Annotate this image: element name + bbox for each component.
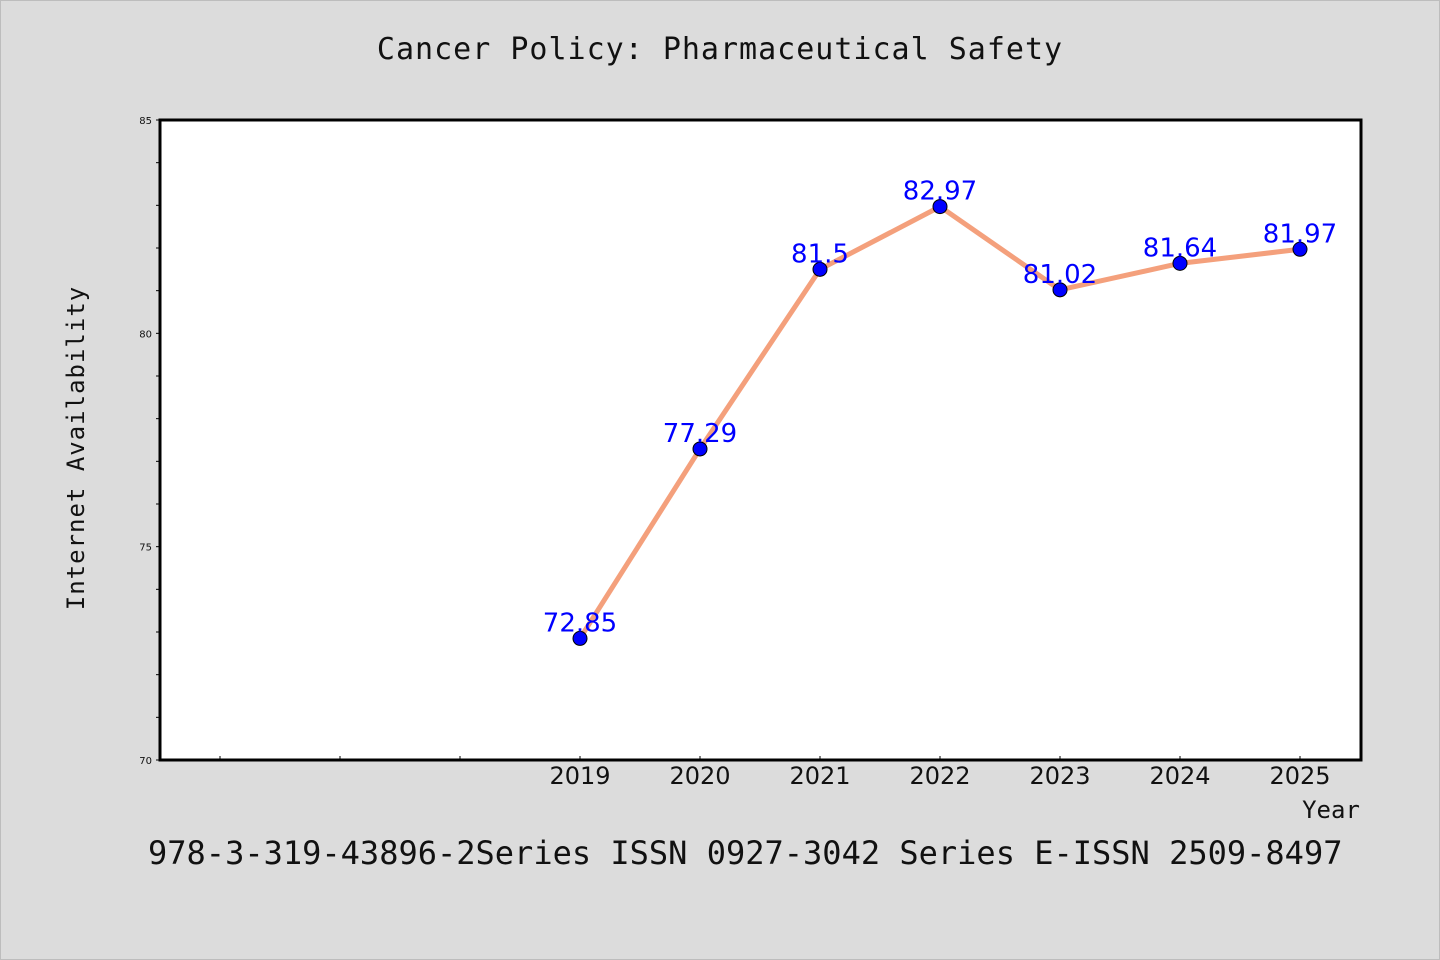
data-point <box>1052 282 1068 298</box>
data-label: 81.5 <box>791 239 849 269</box>
x-tick-label: 2022 <box>909 762 970 790</box>
chart-title: Cancer Policy: Pharmaceutical Safety <box>376 32 1064 67</box>
data-point <box>932 199 948 215</box>
y-axis: 70 75 80 85 <box>139 116 160 767</box>
x-tick-label: 2023 <box>1029 762 1090 790</box>
x-axis: 2019 2020 2021 2022 2023 2024 2025 <box>219 756 1331 790</box>
x-tick-label: 2024 <box>1149 762 1210 790</box>
y-tick-label: 85 <box>139 116 152 127</box>
x-tick-label: 2020 <box>669 762 730 790</box>
x-axis-label: Year <box>1302 796 1360 824</box>
data-points <box>572 199 1308 646</box>
x-tick-label: 2019 <box>549 762 610 790</box>
data-point <box>812 261 828 277</box>
data-label: 72.85 <box>543 608 617 638</box>
data-label: 81.02 <box>1023 260 1097 290</box>
x-tick-label: 2021 <box>789 762 850 790</box>
data-point <box>572 630 588 646</box>
data-label: 82.97 <box>903 177 977 207</box>
data-point <box>1292 241 1308 257</box>
data-labels: 72.85 77.29 81.5 82.97 81.02 81.64 81.97 <box>543 177 1337 639</box>
data-point <box>1172 255 1188 271</box>
plot-area <box>158 118 1363 762</box>
footer-isbn-text: 978-3-319-43896-2Series ISSN 0927-3042 S… <box>148 834 1343 872</box>
y-tick-label: 80 <box>139 329 152 340</box>
data-point <box>692 441 708 457</box>
x-tick-label: 2025 <box>1269 762 1330 790</box>
data-label: 77.29 <box>663 419 737 449</box>
data-label: 81.64 <box>1143 233 1217 263</box>
data-label: 81.97 <box>1263 219 1337 249</box>
y-tick-label: 70 <box>139 756 152 767</box>
y-tick-label: 75 <box>139 543 152 554</box>
